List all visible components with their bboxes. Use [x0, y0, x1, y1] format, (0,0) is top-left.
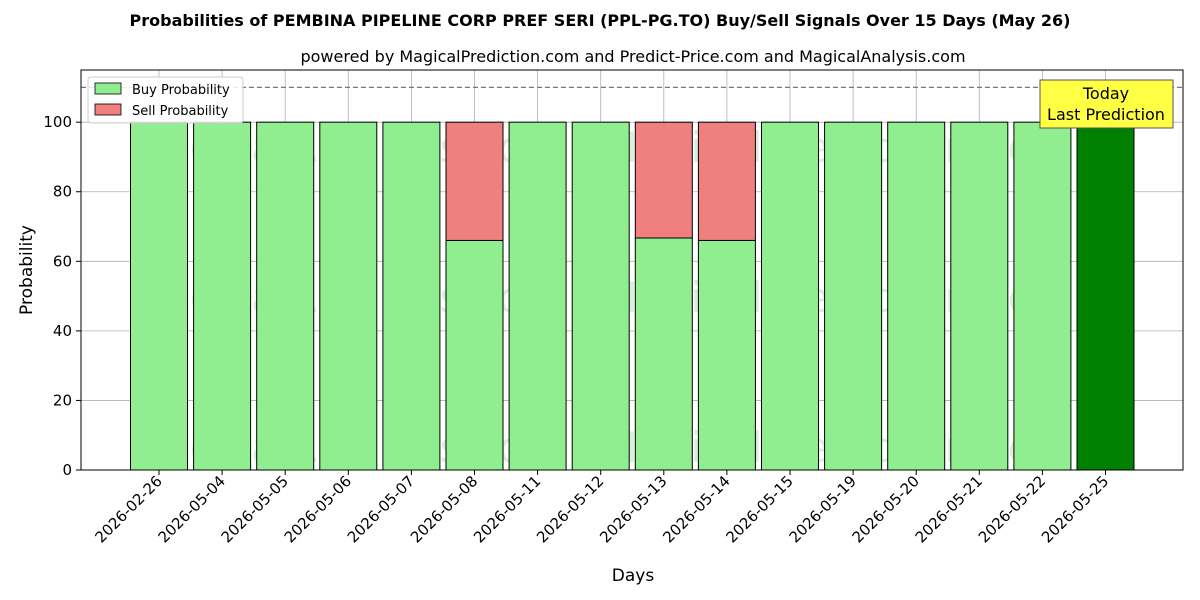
y-tick-label: 20 — [53, 391, 72, 409]
x-tick-label: 2026-05-11 — [470, 472, 544, 546]
bar-buy — [824, 121, 883, 471]
legend-box — [87, 76, 244, 124]
bar-buy — [950, 121, 1009, 471]
today-annotation: Today Last Prediction — [1039, 79, 1174, 129]
bar-buy — [130, 121, 188, 471]
x-tick-label: 2026-05-21 — [912, 472, 986, 546]
bar-sell — [445, 121, 504, 241]
x-tick-label: 2026-05-08 — [407, 472, 481, 546]
legend-swatch-buy — [94, 82, 122, 95]
x-tick-label: 2026-05-13 — [596, 472, 670, 546]
bar-sell — [697, 121, 756, 241]
annotation-line-1: Today — [1082, 84, 1129, 103]
annotation-box — [1039, 79, 1174, 129]
chart-subtitle: powered by MagicalPrediction.com and Pre… — [300, 47, 965, 66]
legend-label-buy: Buy Probability — [132, 83, 230, 98]
y-ticks: 0 20 40 60 80 100 — [43, 113, 81, 479]
x-tick-label: 2026-05-04 — [155, 472, 229, 546]
bar-buy — [445, 239, 504, 471]
legend: Buy Probability Sell Probability — [87, 76, 244, 124]
x-tick-label: 2026-05-20 — [849, 472, 923, 546]
x-tick-label: 2026-05-12 — [533, 472, 607, 546]
x-tick-label: 2026-05-19 — [786, 472, 860, 546]
y-axis-label: Probability — [17, 225, 37, 315]
x-axis-label: Days — [612, 566, 655, 586]
bar-buy — [319, 121, 378, 471]
chart-title: Probabilities of PEMBINA PIPELINE CORP P… — [130, 11, 1071, 30]
bar-buy — [193, 121, 252, 471]
bar-buy — [382, 121, 441, 471]
bar-buy — [1013, 121, 1072, 471]
bar-buy — [256, 121, 315, 471]
plot-frame — [80, 69, 1184, 471]
legend-label-sell: Sell Probability — [132, 104, 229, 119]
x-tick-label: 2026-02-26 — [91, 472, 165, 546]
bar-buy — [697, 239, 756, 471]
annotation-line-2: Last Prediction — [1047, 105, 1165, 124]
x-ticks: 2026-02-262026-05-042026-05-052026-05-06… — [91, 470, 1112, 546]
y-tick-label: 60 — [53, 252, 72, 270]
bar-buy — [887, 121, 946, 471]
legend-swatch-sell — [94, 103, 122, 116]
bar-buy — [508, 121, 567, 471]
y-tick-label: 100 — [43, 113, 72, 131]
x-tick-label: 2026-05-22 — [975, 472, 1049, 546]
y-tick-label: 80 — [53, 183, 72, 201]
x-tick-label: 2026-05-06 — [281, 472, 355, 546]
x-tick-label: 2026-05-05 — [218, 472, 292, 546]
bar-buy — [761, 121, 819, 471]
y-tick-label: 0 — [62, 461, 72, 479]
x-tick-label: 2026-05-15 — [722, 472, 796, 546]
y-tick-label: 40 — [53, 322, 72, 340]
bar-sell — [634, 121, 693, 239]
bars-layer — [130, 121, 1135, 471]
bar-buy — [571, 121, 630, 471]
bar-buy — [634, 237, 693, 471]
bar-buy — [1076, 121, 1135, 471]
x-tick-label: 2026-05-25 — [1038, 472, 1112, 546]
x-tick-label: 2026-05-07 — [344, 472, 418, 546]
x-tick-label: 2026-05-14 — [659, 472, 733, 546]
